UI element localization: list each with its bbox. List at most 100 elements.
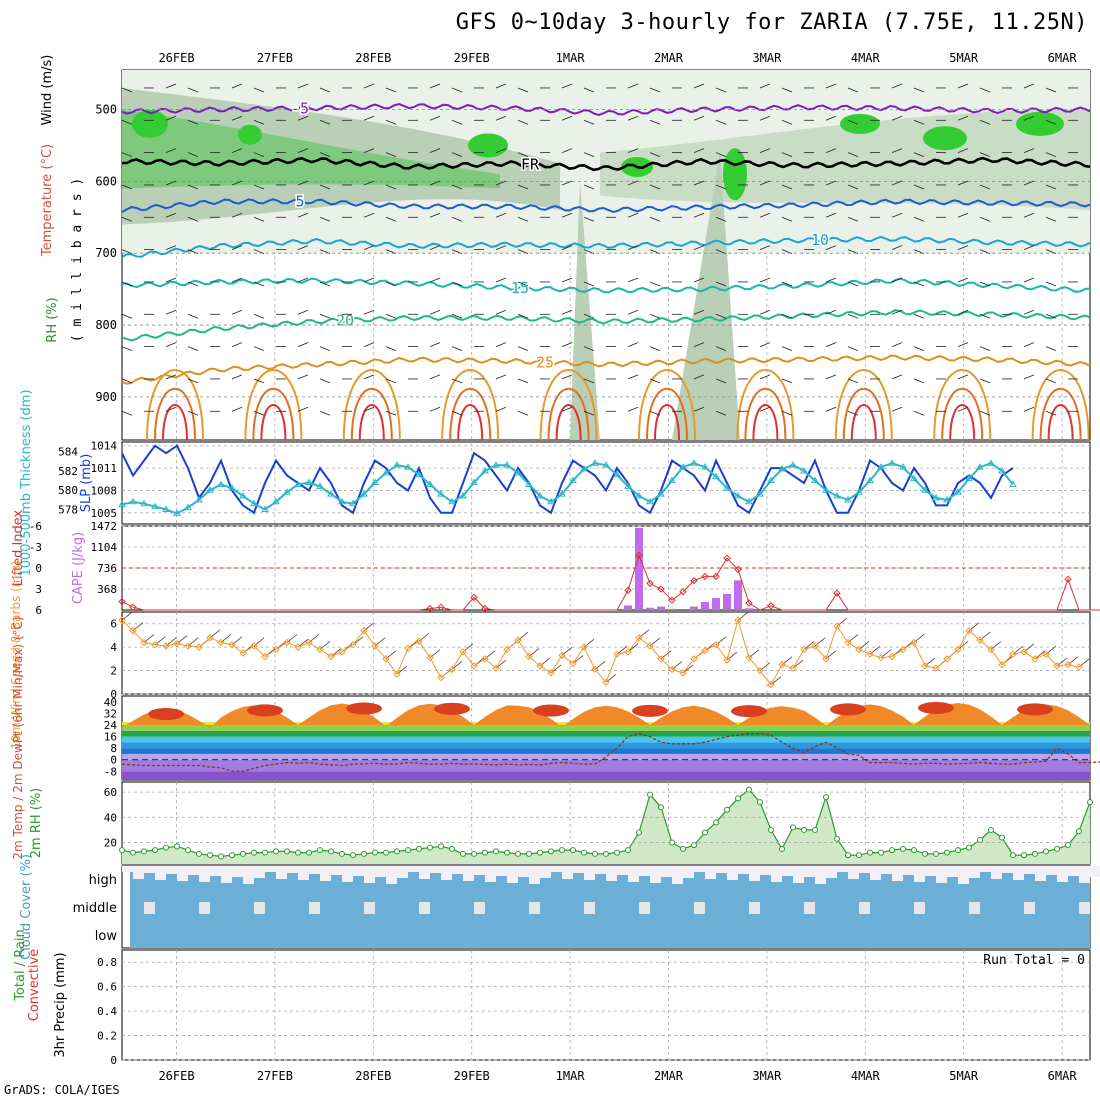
wind-barb xyxy=(231,245,243,250)
millibars-label: ( m i l l i b a r s ) xyxy=(70,178,85,342)
wind-barb xyxy=(385,313,397,319)
rh-point xyxy=(757,799,763,806)
wind-barb xyxy=(715,346,727,351)
wind-speed-point xyxy=(173,639,181,648)
wind-barb xyxy=(979,152,991,157)
rh-point xyxy=(570,847,576,854)
precip-tick-label: 0.8 xyxy=(97,956,117,969)
wind-barb xyxy=(1023,342,1035,347)
wind-barb xyxy=(319,313,331,319)
wind-barb xyxy=(429,309,441,315)
rh-point xyxy=(1065,842,1071,849)
wind-tick-label: 0 xyxy=(110,688,117,701)
wind-speed-point xyxy=(668,665,676,674)
wind-speed-point xyxy=(349,641,357,649)
thickness-point xyxy=(712,472,720,480)
rh-line xyxy=(121,788,1091,858)
wind-barb xyxy=(165,180,177,186)
cloud-gap-mid xyxy=(859,902,870,914)
surface-heat-contour xyxy=(154,387,196,440)
wind-barb xyxy=(1023,115,1035,121)
surface-heat-contour xyxy=(638,368,696,440)
rh-point xyxy=(383,849,389,856)
wind-barb xyxy=(583,281,595,287)
wind-barb xyxy=(979,346,991,351)
wind-barb xyxy=(1089,119,1090,121)
wind-barb xyxy=(561,212,573,218)
wind-barb xyxy=(253,216,265,222)
rh-point xyxy=(834,835,840,842)
thickness-point xyxy=(591,459,599,466)
rh-point xyxy=(823,794,829,801)
wind-barb xyxy=(561,115,573,121)
thickness-point xyxy=(261,505,269,513)
wind-speed-point xyxy=(976,636,984,644)
wind-barb xyxy=(517,87,529,93)
wind-barb xyxy=(1089,346,1090,347)
thickness-point xyxy=(701,463,709,470)
wind-barb xyxy=(122,152,133,157)
thickness-point xyxy=(965,474,973,482)
rh-point xyxy=(944,849,950,856)
cloud-gap-high xyxy=(1013,866,1024,880)
rh-plume xyxy=(672,152,740,440)
wind-speed-point xyxy=(547,669,555,677)
wind-barb xyxy=(363,406,375,412)
date-label-top: 4MAR xyxy=(851,51,881,65)
cloud-gap-high xyxy=(397,866,408,878)
thickness-point xyxy=(811,476,819,484)
cloud-gap-high xyxy=(210,866,221,876)
surface-heat-contour xyxy=(441,368,500,440)
cloud-gap-high xyxy=(727,866,738,880)
cloud-gap-high xyxy=(914,866,925,882)
cloud-gap-high xyxy=(947,866,958,877)
wind-barb xyxy=(1023,148,1035,153)
wind-barb xyxy=(583,313,595,319)
surface-heat-contour xyxy=(457,404,484,440)
wind-barb xyxy=(517,216,529,222)
rh-point xyxy=(207,852,213,859)
wind-barb xyxy=(913,152,925,157)
temp-tick-label: 0 xyxy=(110,754,117,767)
wind-speed-point xyxy=(151,641,159,649)
rh-point xyxy=(878,849,884,856)
rh-point xyxy=(1021,852,1027,859)
wind-barb xyxy=(781,152,793,157)
rh-point xyxy=(911,847,917,854)
wind-barb xyxy=(627,180,639,186)
cloud-gap-high xyxy=(1035,866,1046,881)
cloud-gap-mid xyxy=(969,902,980,914)
date-label-bottom: 29FEB xyxy=(454,1069,490,1083)
surface-heat-contour xyxy=(350,387,393,440)
rh-tick-label: 40 xyxy=(104,811,117,824)
wind-barb xyxy=(891,83,903,89)
li-tick-label: -3 xyxy=(29,541,42,554)
cape-bar xyxy=(668,608,676,610)
cloud-gap-high xyxy=(342,866,353,882)
wind-barb xyxy=(165,309,177,315)
wind-barb xyxy=(627,406,639,412)
cloud-gap-mid xyxy=(1024,902,1035,914)
thickness-point xyxy=(316,482,324,489)
wind-barb xyxy=(187,378,199,384)
thickness-point xyxy=(635,492,643,499)
wind-barb xyxy=(583,119,595,125)
lifted-index-point xyxy=(690,576,698,585)
thickness-point xyxy=(679,463,687,470)
rh-point xyxy=(284,848,290,855)
wind-barb xyxy=(495,406,507,412)
surface-heat-contour xyxy=(547,387,590,440)
cloud-gap-high xyxy=(837,866,848,872)
cloud-gap-high xyxy=(144,866,155,873)
rh-point xyxy=(713,819,719,826)
wind-barb xyxy=(649,87,661,93)
wind-barb xyxy=(363,245,375,250)
temp-color-band xyxy=(122,730,1090,737)
thickness-point xyxy=(503,461,511,468)
temperature-contour xyxy=(122,235,1090,258)
thickness-point xyxy=(151,502,159,510)
wind-barb xyxy=(781,410,793,416)
wind-barb xyxy=(693,115,705,121)
wind-speed-point xyxy=(877,653,885,662)
